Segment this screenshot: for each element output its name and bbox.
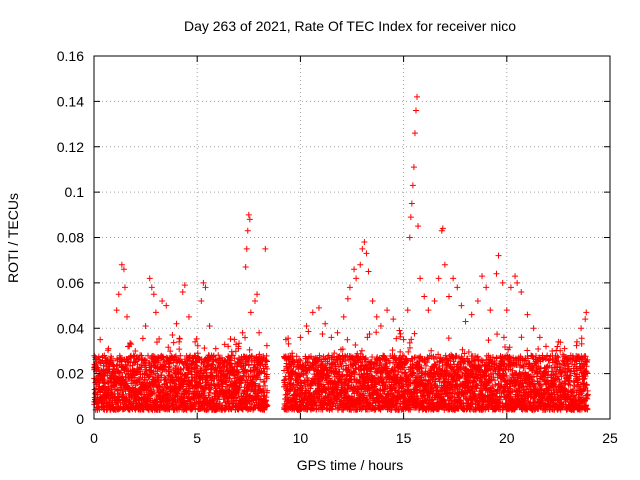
data-point xyxy=(177,366,184,373)
data-point xyxy=(535,345,542,352)
data-point xyxy=(151,363,158,370)
data-point xyxy=(163,380,170,387)
data-point xyxy=(305,328,312,335)
data-point xyxy=(445,335,452,342)
data-point xyxy=(124,356,131,363)
data-point xyxy=(425,355,432,362)
data-point xyxy=(260,379,267,386)
data-point xyxy=(373,329,380,336)
data-point xyxy=(397,330,404,337)
data-point xyxy=(113,386,120,393)
data-point xyxy=(389,347,396,354)
data-point xyxy=(485,337,492,344)
data-point xyxy=(408,336,415,343)
data-point xyxy=(179,394,186,401)
data-point xyxy=(428,347,435,354)
data-point xyxy=(146,373,153,380)
data-point xyxy=(193,335,200,342)
data-point xyxy=(352,341,359,348)
data-point xyxy=(124,382,131,389)
data-point xyxy=(92,390,99,397)
data-point xyxy=(188,378,195,385)
data-point xyxy=(194,342,201,349)
data-point xyxy=(236,340,243,347)
data-point xyxy=(177,352,184,359)
data-point xyxy=(160,353,167,360)
data-point xyxy=(123,396,130,403)
data-point xyxy=(194,350,201,357)
chart-title: Day 263 of 2021, Rate Of TEC Index for r… xyxy=(184,18,516,34)
data-point xyxy=(156,335,163,342)
data-point xyxy=(130,352,137,359)
data-point xyxy=(165,344,172,351)
data-point xyxy=(285,340,292,347)
data-point xyxy=(263,342,270,349)
data-point xyxy=(141,356,148,363)
data-point xyxy=(227,336,234,343)
data-point xyxy=(139,335,146,342)
data-point xyxy=(167,348,174,355)
data-point xyxy=(136,375,143,382)
data-point xyxy=(187,385,194,392)
data-point xyxy=(155,378,162,385)
data-point xyxy=(156,382,163,389)
data-point xyxy=(136,367,143,374)
data-point xyxy=(176,335,183,342)
grid-lines xyxy=(94,56,610,419)
data-point xyxy=(246,346,253,353)
data-point xyxy=(127,340,134,347)
data-point xyxy=(201,345,208,352)
data-point xyxy=(116,369,123,376)
data-point xyxy=(465,348,472,355)
data-point xyxy=(358,347,365,354)
data-point xyxy=(176,346,183,353)
data-point xyxy=(149,390,156,397)
data-point xyxy=(344,336,351,343)
data-point xyxy=(500,334,507,341)
data-point xyxy=(518,334,525,341)
data-point xyxy=(176,338,183,345)
data-point xyxy=(171,354,178,361)
data-points xyxy=(91,93,591,413)
data-point xyxy=(411,330,418,337)
data-point xyxy=(194,363,201,370)
data-point xyxy=(173,363,180,370)
data-point xyxy=(170,339,177,346)
data-point xyxy=(104,347,111,354)
data-point xyxy=(154,339,161,346)
data-point xyxy=(129,362,136,369)
data-point xyxy=(524,347,531,354)
data-point xyxy=(319,330,326,337)
data-point xyxy=(95,353,102,360)
data-point xyxy=(166,363,173,370)
data-point xyxy=(99,375,106,382)
data-point xyxy=(170,359,177,366)
data-point xyxy=(494,331,501,338)
data-point xyxy=(369,354,376,361)
